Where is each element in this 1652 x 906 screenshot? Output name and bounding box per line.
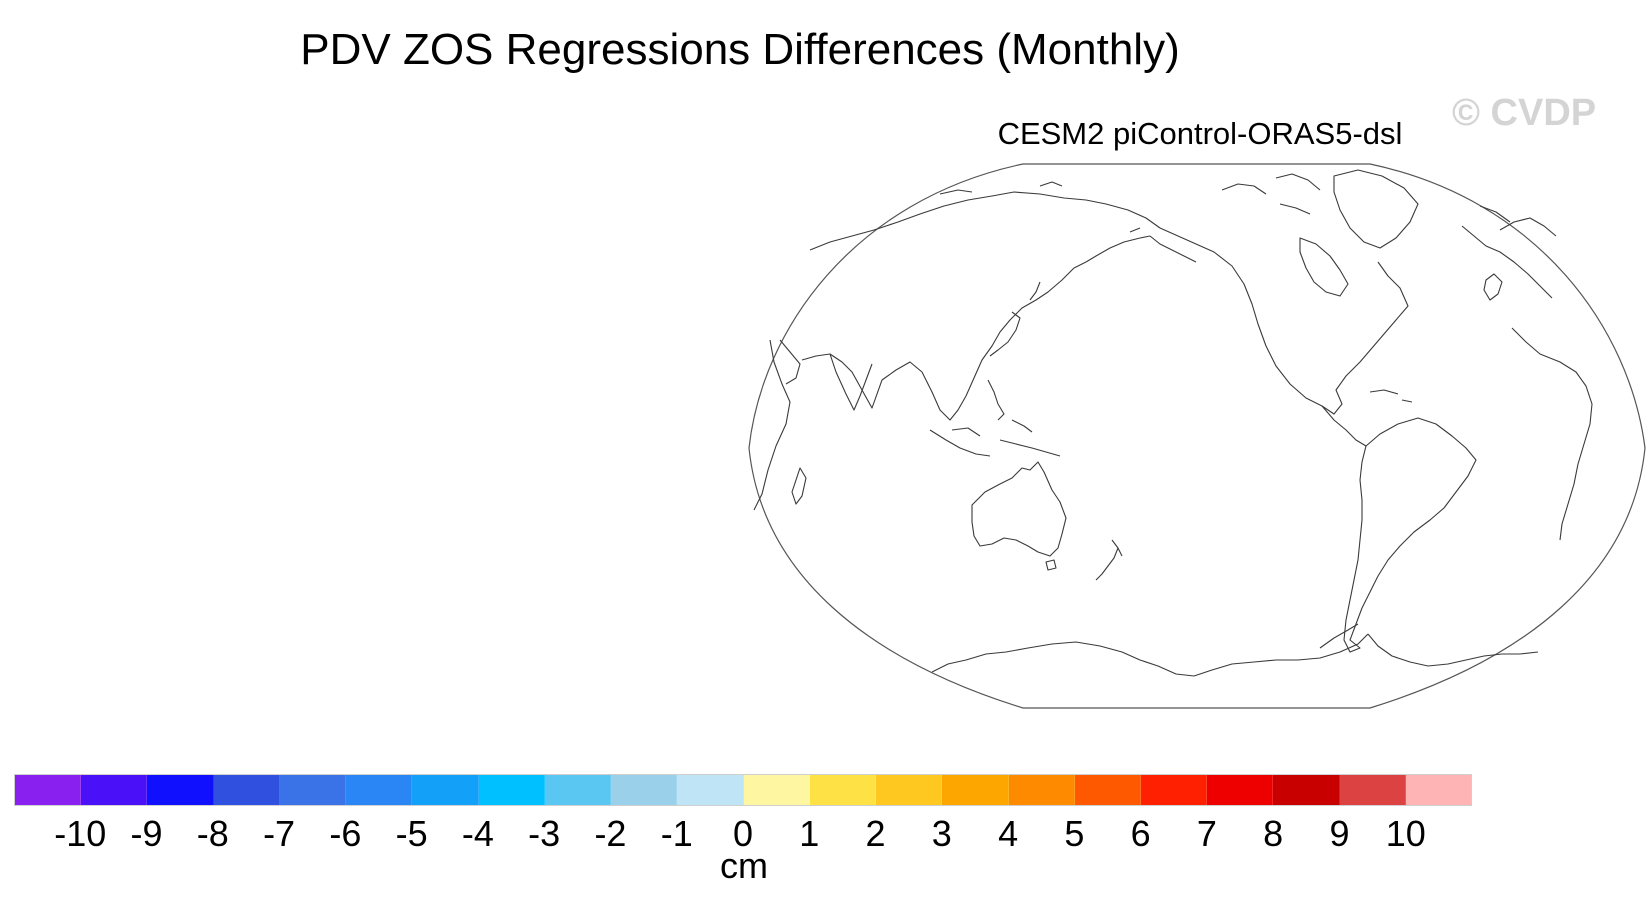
colorbar-box [544, 775, 612, 805]
caribbean-islands [1369, 389, 1413, 403]
philippines-coast [987, 379, 1005, 421]
colorbar-box [412, 775, 479, 805]
map-frame [748, 163, 1646, 709]
siberia-islands [939, 181, 1063, 195]
colorbar-tick-label: 2 [865, 813, 886, 854]
hudson-bay-coast [1299, 237, 1349, 297]
colorbar-tick-label: 1 [799, 813, 820, 854]
globe-outline [748, 163, 1646, 709]
colorbar-units-label: cm [720, 845, 768, 886]
colorbar-tick-label: -3 [528, 813, 561, 854]
greenland-coast [1333, 169, 1419, 249]
colorbar-tick-label: -8 [196, 813, 229, 854]
colorbar-box [1074, 775, 1141, 805]
colorbar-box [147, 775, 214, 805]
colorbar-box [478, 775, 545, 805]
panel-title: CESM2 piControl-ORAS5-dsl [997, 116, 1403, 151]
scandinavia-coast [1499, 217, 1557, 237]
south-america-coast [1343, 417, 1477, 653]
colorbar-tick-label: 0 [732, 813, 754, 854]
colorbar-box [1405, 775, 1472, 805]
madagascar-coast [791, 467, 807, 505]
alaska-coast [1129, 227, 1197, 263]
colorbar-box [1140, 775, 1208, 805]
central-america-coast [1321, 405, 1367, 447]
colorbar-tick-label: -2 [594, 813, 627, 854]
colorbar [14, 774, 1472, 806]
colorbar-tick-label: 6 [1130, 813, 1151, 854]
colorbar-box [346, 775, 413, 805]
antarctica-coast [931, 633, 1539, 677]
colorbar-box [1207, 775, 1274, 805]
new-zealand-coast [1095, 539, 1123, 581]
colorbar-tick-label: 8 [1263, 813, 1284, 854]
colorbar-tick-label: -7 [263, 813, 296, 854]
colorbar-box [213, 775, 280, 805]
eurasia-north-coast [809, 191, 1161, 251]
coastlines [753, 169, 1593, 677]
colorbar-tick-label: -9 [130, 813, 163, 854]
colorbar-box [743, 775, 810, 805]
colorbar-tick-label: -6 [329, 813, 362, 854]
colorbar-tick-label: 4 [998, 813, 1019, 854]
colorbar-box [611, 775, 678, 805]
africa-west-coast [1511, 327, 1593, 541]
british-isles [1483, 273, 1503, 301]
colorbar-box [876, 775, 943, 805]
colorbar-box [1339, 775, 1406, 805]
indonesia-coast [929, 419, 1061, 457]
colorbar-box [1273, 775, 1340, 805]
colorbar-box [15, 775, 82, 805]
colorbar-tick-label: 10 [1385, 813, 1426, 854]
europe-coast [1461, 205, 1553, 299]
colorbar-box [942, 775, 1009, 805]
figure-title: PDV ZOS Regressions Differences (Monthly… [300, 25, 1180, 74]
colorbar-tick-label: -5 [395, 813, 428, 854]
east-asia-coast [801, 235, 1151, 421]
colorbar-box [677, 775, 744, 805]
africa-east-coast [753, 339, 791, 511]
colorbar-tick-label: -4 [461, 813, 494, 854]
cvdp-watermark: © CVDP [1452, 92, 1597, 134]
colorbar-tick-label: 7 [1196, 813, 1217, 854]
colorbar-box [809, 775, 877, 805]
colorbar-tick-label: 9 [1329, 813, 1350, 854]
colorbar-tick-label: -1 [660, 813, 693, 854]
japan-coast [989, 281, 1041, 357]
canada-arctic-islands [1221, 173, 1321, 215]
south-asia-coast [779, 339, 873, 411]
antarctic-peninsula [1319, 623, 1359, 649]
colorbar-tick-label: 5 [1064, 813, 1085, 854]
tasmania-coast [1045, 559, 1057, 571]
colorbar-tick-label: -10 [54, 813, 107, 854]
colorbar-box [81, 775, 148, 805]
colorbar-box [279, 775, 347, 805]
colorbar-tick-label: 3 [931, 813, 952, 854]
australia-coast [971, 461, 1067, 557]
colorbar-box [1008, 775, 1075, 805]
